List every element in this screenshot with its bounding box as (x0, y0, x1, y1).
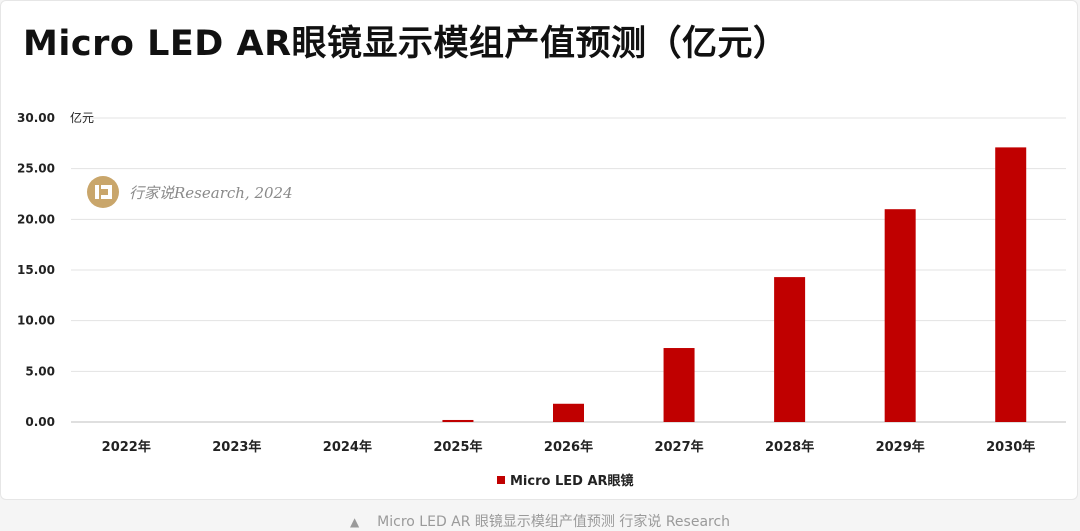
x-tick-label: 2028年 (765, 439, 814, 455)
x-tick-label: 2023年 (212, 439, 261, 455)
triangle-up-icon: ▲ (349, 515, 360, 529)
bar (995, 147, 1027, 423)
bar (774, 277, 806, 422)
legend-label: Micro LED AR眼镜 (510, 473, 634, 489)
bar (663, 348, 695, 422)
y-tick-label: 0.00 (25, 415, 55, 429)
watermark: 行家说Research, 2024 (87, 176, 293, 208)
y-tick-label: 10.00 (17, 314, 55, 328)
chart-card: Micro LED AR眼镜显示模组产值预测（亿元） 0.00 5.00 10.00… (0, 0, 1078, 500)
x-tick-label: 2027年 (654, 439, 703, 455)
hangjiashuo-logo-icon (87, 176, 119, 208)
y-tick-label: 25.00 (17, 162, 55, 176)
y-tick-label: 5.00 (25, 364, 55, 378)
watermark-text: 行家说Research, 2024 (129, 183, 293, 202)
bar (442, 419, 474, 422)
chart-title: Micro LED AR眼镜显示模组产值预测（亿元） (23, 24, 789, 64)
legend-swatch (497, 476, 505, 484)
caption-text: Micro LED AR 眼镜显示模组产值预测 行家说 Research (377, 514, 731, 530)
bar (553, 403, 584, 422)
figure-caption: ▲ Micro LED AR 眼镜显示模组产值预测 行家说 Research (0, 511, 1080, 531)
x-tick-label: 2029年 (876, 439, 925, 455)
bar (884, 209, 916, 422)
x-tick-label: 2024年 (323, 439, 372, 455)
x-tick-label: 2030年 (986, 439, 1035, 455)
y-tick-label: 20.00 (17, 212, 55, 226)
y-tick-label: 15.00 (17, 263, 55, 277)
x-tick-label: 2022年 (102, 439, 151, 455)
bar-chart: 0.00 5.00 10.00 15.00 20.00 25.00 30.00 亿元 2022年… (17, 110, 1066, 489)
x-tick-label: 2025年 (433, 439, 482, 455)
y-tick-label: 30.00 (17, 111, 55, 125)
x-tick-label: 2026年 (544, 439, 593, 455)
y-unit-label: 亿元 (70, 110, 94, 125)
